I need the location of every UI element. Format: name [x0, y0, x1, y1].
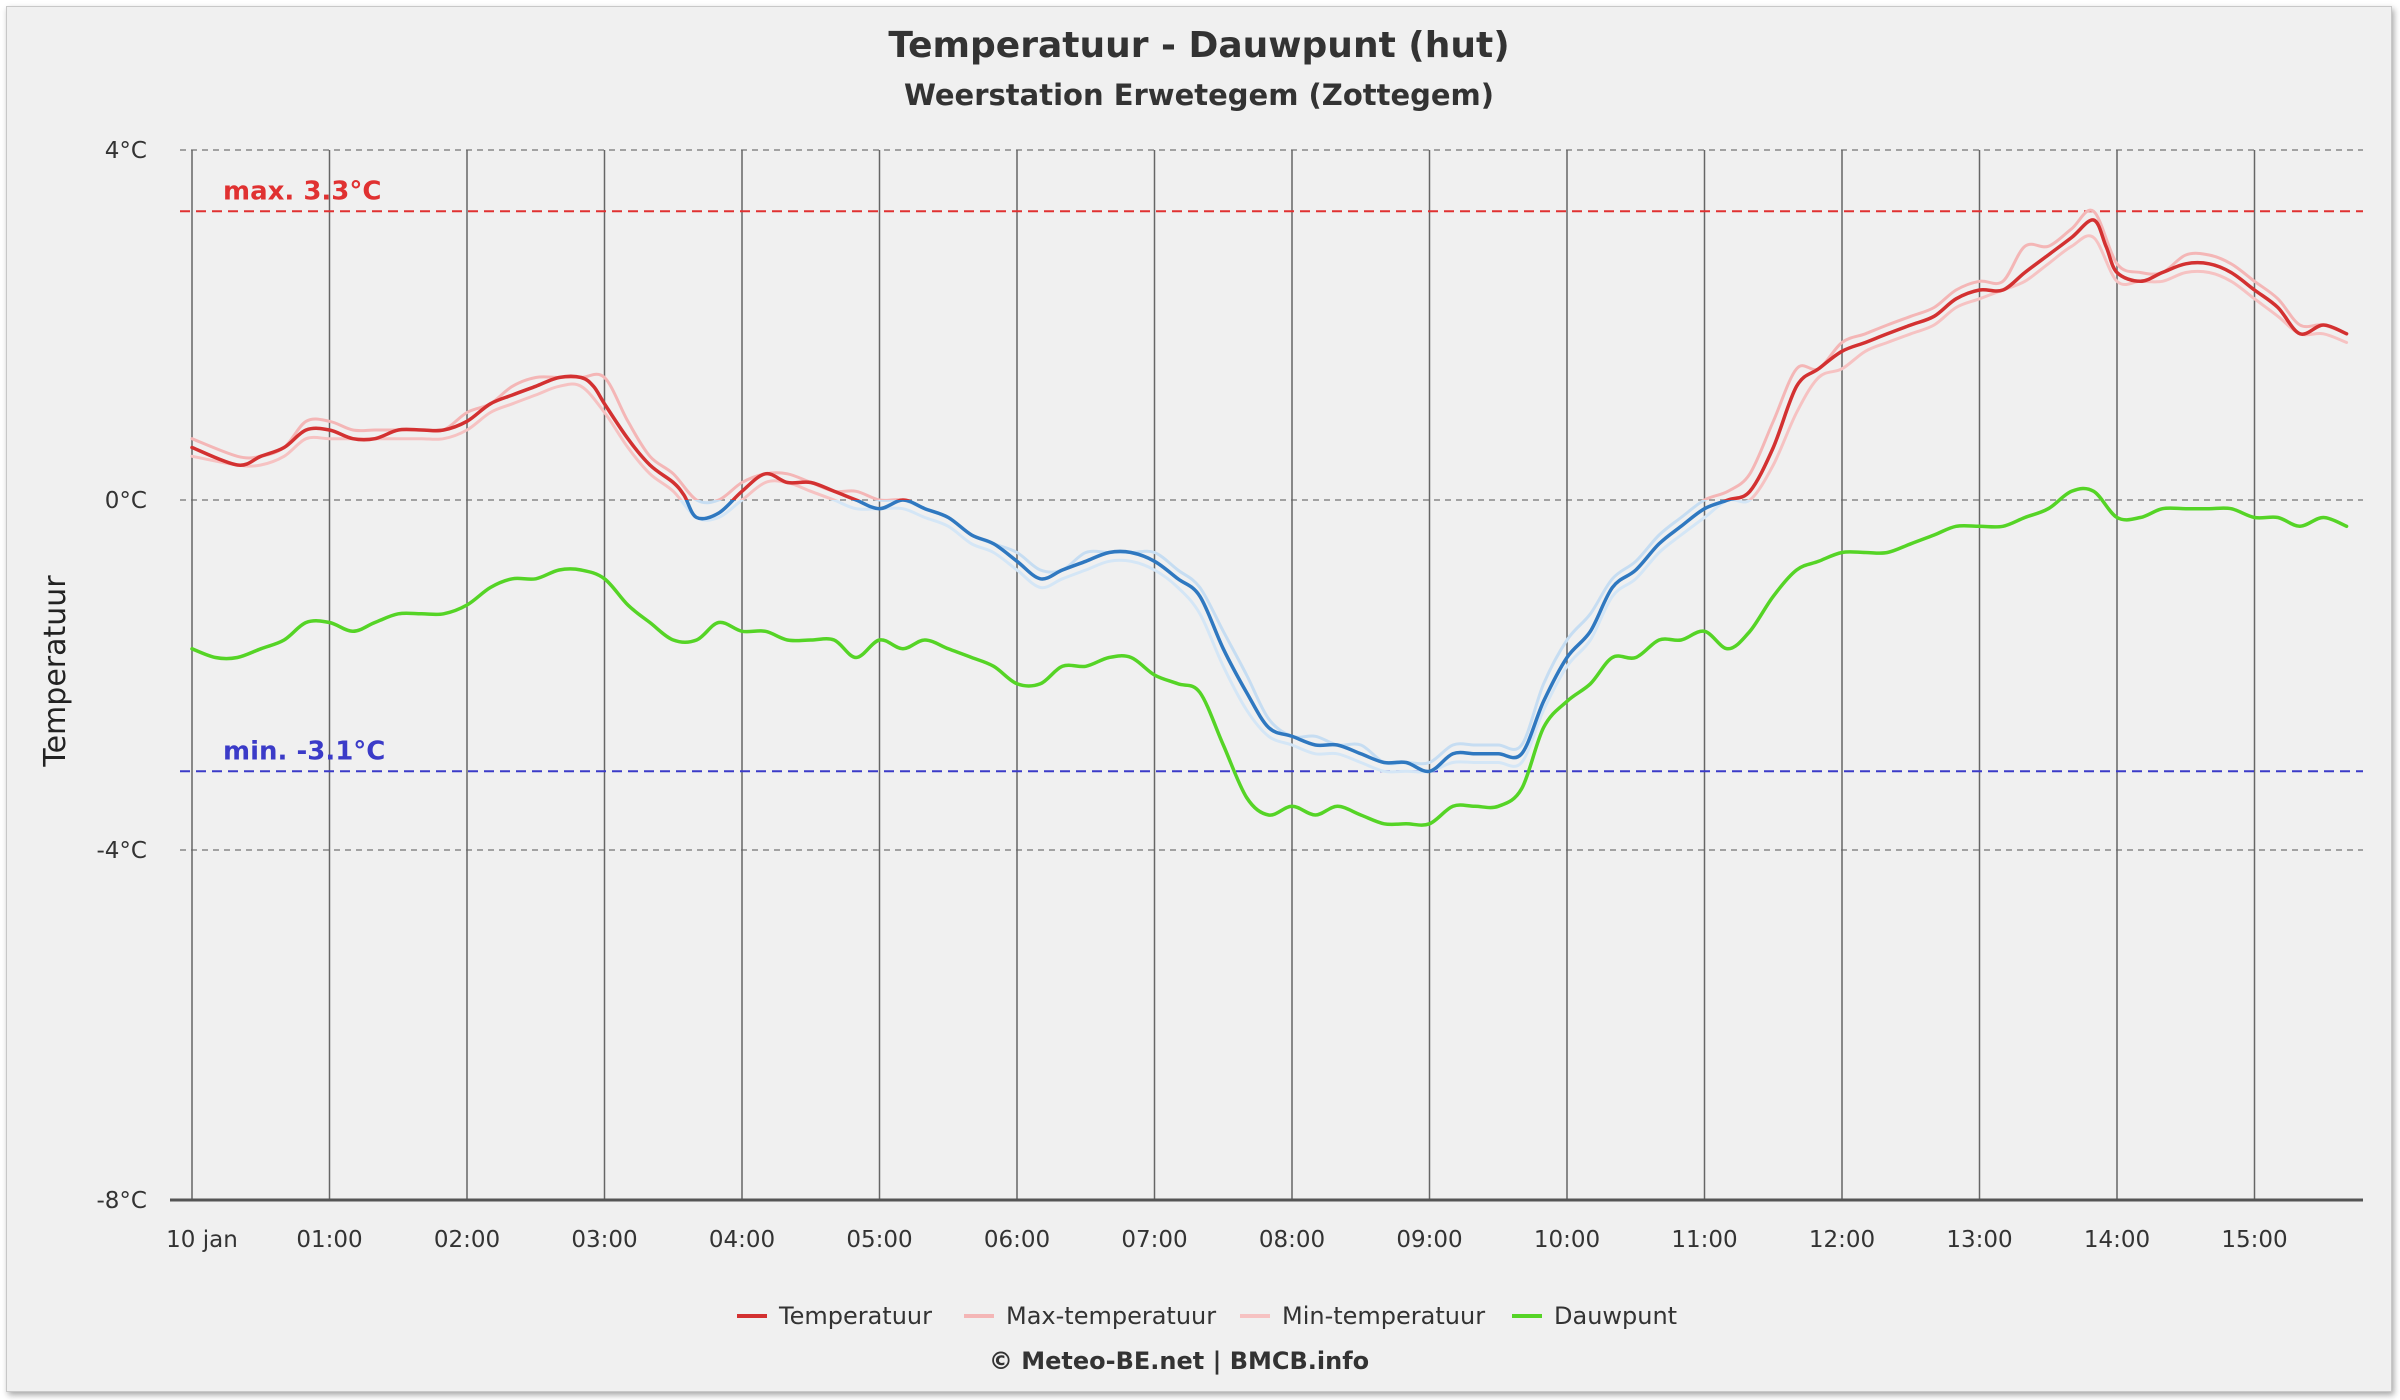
y-axis-title: Temperatuur [38, 575, 73, 768]
x-tick-label: 08:00 [1259, 1227, 1325, 1253]
x-tick-label: 03:00 [571, 1227, 637, 1253]
max-plotline-label: max. 3.3°C [223, 176, 381, 206]
y-tick-label: 4°C [105, 138, 147, 164]
series-dauwpunt-line [190, 486, 2349, 827]
chart-title: Temperatuur - Dauwpunt (hut) [888, 25, 1509, 66]
x-tick-label: 11:00 [1671, 1227, 1737, 1253]
x-tick-label: 06:00 [984, 1227, 1050, 1253]
legend-item: Temperatuur [737, 1302, 932, 1330]
series-temperatuur-line-positive [190, 218, 2349, 500]
legend-label-temperatuur: Temperatuur [778, 1302, 932, 1330]
min-plotline-label: min. -3.1°C [223, 736, 385, 766]
chart-credits: © Meteo-BE.net | BMCB.info [989, 1347, 1369, 1375]
x-tick-label: 05:00 [846, 1227, 912, 1253]
y-tick-label: -8°C [97, 1188, 148, 1214]
series-min-temperatuur-line-positive [190, 234, 2349, 500]
y-tick-label: 0°C [105, 488, 147, 514]
series-max-temperatuur-line-positive [190, 208, 2349, 500]
legend: Temperatuur Max-temperatuur Min-temperatuu… [737, 1302, 1677, 1330]
x-tick-label: 10 jan [166, 1227, 238, 1253]
x-tick-label: 01:00 [296, 1227, 362, 1253]
chart-frame: Temperatuur - Dauwpunt (hut) Weerstation… [6, 6, 2392, 1392]
x-tick-label: 13:00 [1946, 1227, 2012, 1253]
x-tick-label: 14:00 [2084, 1227, 2150, 1253]
legend-label-dauwpunt: Dauwpunt [1554, 1302, 1677, 1330]
series-temperatuur-line-negative [684, 500, 1737, 774]
legend-item: Max-temperatuur [964, 1302, 1216, 1330]
series-layer [190, 208, 2349, 827]
y-tick-label: -4°C [97, 838, 148, 864]
x-tick-label: 07:00 [1121, 1227, 1187, 1253]
legend-item: Dauwpunt [1512, 1302, 1677, 1330]
x-tick-label: 02:00 [434, 1227, 500, 1253]
series-max-temperatuur-line-negative [694, 500, 1708, 766]
x-tick-label: 04:00 [709, 1227, 775, 1253]
chart-subtitle: Weerstation Erwetegem (Zottegem) [904, 78, 1494, 112]
x-tick-label: 09:00 [1396, 1227, 1462, 1253]
chart-svg: Temperatuur - Dauwpunt (hut) Weerstation… [38, 25, 2363, 1375]
series-min-temperatuur-line-negative [678, 500, 1753, 774]
axis-layer: 4°C 0°C -4°C -8°C 10 jan 01:00 02:00 03:00 04:00… [97, 138, 2363, 1253]
x-tick-label: 10:00 [1534, 1227, 1600, 1253]
legend-label-min-temperatuur: Min-temperatuur [1282, 1302, 1485, 1330]
x-tick-label: 15:00 [2221, 1227, 2287, 1253]
legend-label-max-temperatuur: Max-temperatuur [1006, 1302, 1216, 1330]
grid-layer [180, 149, 2363, 1200]
plotline-layer: max. 3.3°C min. -3.1°C [180, 176, 2363, 773]
legend-item: Min-temperatuur [1240, 1302, 1485, 1330]
x-tick-label: 12:00 [1809, 1227, 1875, 1253]
